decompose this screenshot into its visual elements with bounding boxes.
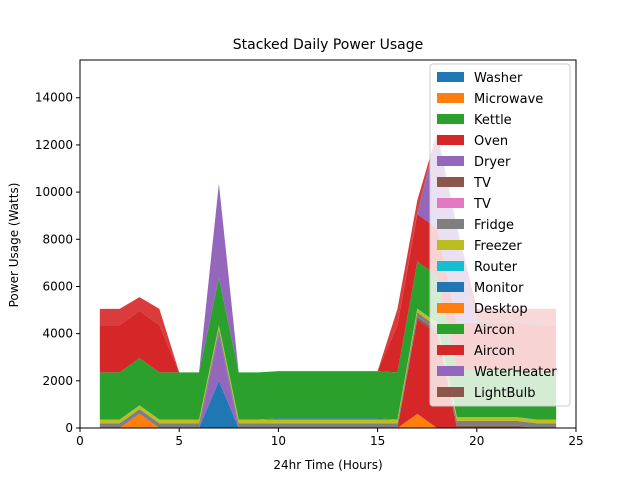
legend-label-tv-6: TV [473, 197, 491, 212]
legend-swatch-freezer-8 [437, 240, 464, 250]
x-axis-label: 24hr Time (Hours) [273, 458, 382, 472]
plot-frame [79, 59, 577, 429]
x-tick-label: 5 [175, 434, 183, 448]
y-tick-label: 10000 [35, 185, 73, 199]
legend-swatch-tv-5 [437, 177, 464, 187]
legend-label-washer-0: Washer [474, 71, 523, 86]
y-axis-label: Power Usage (Watts) [7, 183, 21, 308]
legend-label-aircon-12: Aircon [474, 323, 515, 338]
legend-swatch-router-9 [437, 261, 464, 271]
legend-label-dryer-4: Dryer [474, 155, 511, 170]
legend-label-monitor-10: Monitor [474, 281, 524, 296]
legend-label-router-9: Router [474, 260, 518, 275]
legend-label-lightbulb-15: LightBulb [474, 386, 535, 401]
x-axis-ticks: 0 5 10 15 20 25 [76, 428, 584, 448]
x-tick-label: 25 [568, 434, 583, 448]
y-tick-label: 0 [65, 421, 73, 435]
legend-box [429, 63, 571, 407]
legend-swatch-lightbulb-15 [437, 387, 464, 397]
legend-swatch-washer-0 [437, 72, 464, 82]
legend-swatch-tv-6 [437, 198, 464, 208]
legend-swatch-waterheater-14 [437, 366, 464, 376]
legend-swatch-desktop-11 [437, 303, 464, 313]
legend-label-oven-3: Oven [474, 134, 508, 149]
x-tick-label: 20 [469, 434, 484, 448]
legend-swatch-oven-3 [437, 135, 464, 145]
legend-swatch-microwave-1 [437, 93, 464, 103]
x-tick-label: 10 [271, 434, 286, 448]
legend-label-tv-5: TV [473, 176, 491, 191]
area-washer-0 [99, 380, 557, 428]
legend-label-microwave-1: Microwave [474, 92, 543, 107]
legend-swatch-fridge-7 [437, 219, 464, 229]
legend-swatch-monitor-10 [437, 282, 464, 292]
legend-label-aircon-13: Aircon [474, 344, 515, 359]
legend-label-desktop-11: Desktop [474, 302, 528, 317]
legend-label-kettle-2: Kettle [474, 113, 512, 128]
y-tick-label: 14000 [35, 91, 73, 105]
x-tick-label: 0 [76, 434, 84, 448]
legend-label-waterheater-14: WaterHeater [474, 365, 557, 380]
y-tick-label: 6000 [42, 279, 73, 293]
y-axis-ticks: 0 2000 4000 6000 8000 10000 12000 14000 [35, 91, 80, 435]
y-tick-label: 4000 [42, 327, 73, 341]
legend-label-fridge-7: Fridge [474, 218, 514, 233]
legend-swatch-aircon-12 [437, 324, 464, 334]
legend-swatch-dryer-4 [437, 156, 464, 166]
area-fridge-7 [99, 312, 557, 428]
y-tick-label: 2000 [42, 374, 73, 388]
chart-title: Stacked Daily Power Usage [233, 37, 423, 53]
x-tick-label: 15 [370, 434, 385, 448]
legend: Washer Microwave Kettle Oven Dryer TV TV Fridge… [429, 63, 571, 407]
legend-swatch-aircon-13 [437, 345, 464, 355]
legend-label-freezer-8: Freezer [474, 239, 522, 254]
y-tick-label: 8000 [42, 232, 73, 246]
area-freezer-8 [99, 308, 557, 424]
y-tick-label: 12000 [35, 138, 73, 152]
area-microwave-1 [99, 380, 557, 428]
legend-swatch-kettle-2 [437, 114, 464, 124]
